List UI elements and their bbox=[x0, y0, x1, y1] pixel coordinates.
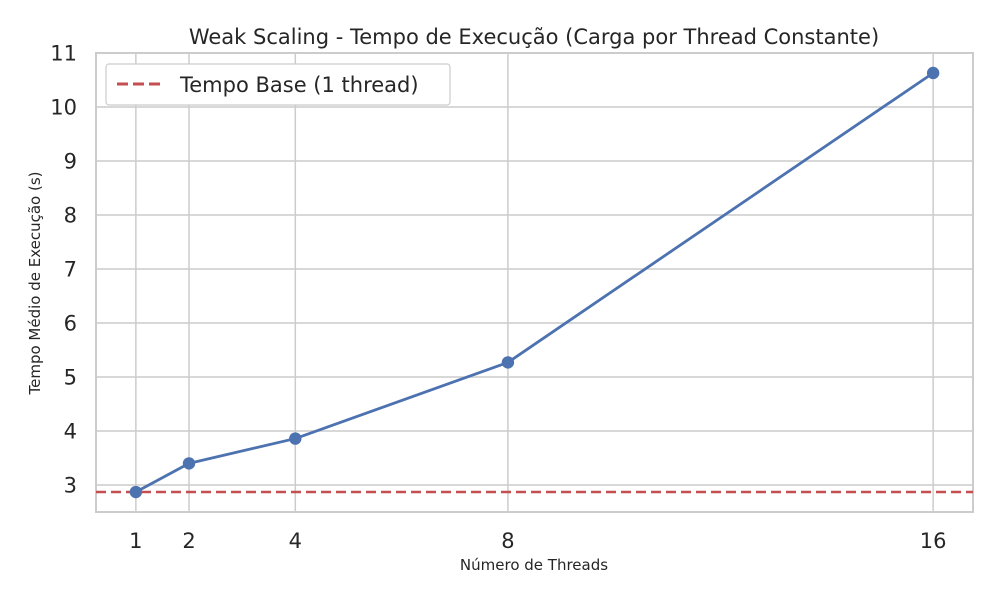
data-point bbox=[289, 432, 302, 445]
y-tick-label: 9 bbox=[64, 150, 77, 174]
x-tick-label: 2 bbox=[182, 529, 195, 553]
data-point bbox=[926, 66, 940, 80]
y-axis-label: Tempo Médio de Execução (s) bbox=[26, 171, 44, 395]
y-tick-label: 7 bbox=[64, 258, 77, 282]
y-axis-ticks: 3 4 5 6 7 8 9 10 11 bbox=[50, 42, 77, 498]
x-tick-label: 1 bbox=[129, 529, 142, 553]
data-series bbox=[129, 66, 940, 499]
x-tick-label: 8 bbox=[501, 529, 514, 553]
plot-area-border bbox=[95, 52, 974, 513]
chart-title: Weak Scaling - Tempo de Execução (Carga … bbox=[189, 25, 879, 49]
grid bbox=[96, 52, 973, 512]
y-tick-label: 6 bbox=[64, 312, 77, 336]
legend-box bbox=[105, 63, 451, 106]
data-point bbox=[182, 457, 196, 470]
x-tick-label: 16 bbox=[920, 529, 947, 553]
y-tick-label: 3 bbox=[64, 474, 77, 498]
y-tick-label: 8 bbox=[64, 204, 77, 228]
legend: Tempo Base (1 thread) bbox=[105, 63, 451, 106]
y-tick-label: 10 bbox=[50, 96, 77, 120]
data-point bbox=[129, 485, 143, 499]
y-tick-label: 11 bbox=[50, 42, 77, 66]
series-line bbox=[135, 71, 934, 494]
legend-label-reference-line: Tempo Base (1 thread) bbox=[179, 73, 419, 97]
x-tick-label: 4 bbox=[289, 529, 302, 553]
x-axis-label: Número de Threads bbox=[460, 556, 608, 574]
y-tick-label: 5 bbox=[64, 366, 77, 390]
data-point bbox=[501, 356, 515, 369]
y-tick-label: 4 bbox=[64, 420, 77, 444]
x-axis-ticks: 1 2 4 8 16 bbox=[129, 529, 946, 553]
plot-frame bbox=[95, 52, 974, 513]
